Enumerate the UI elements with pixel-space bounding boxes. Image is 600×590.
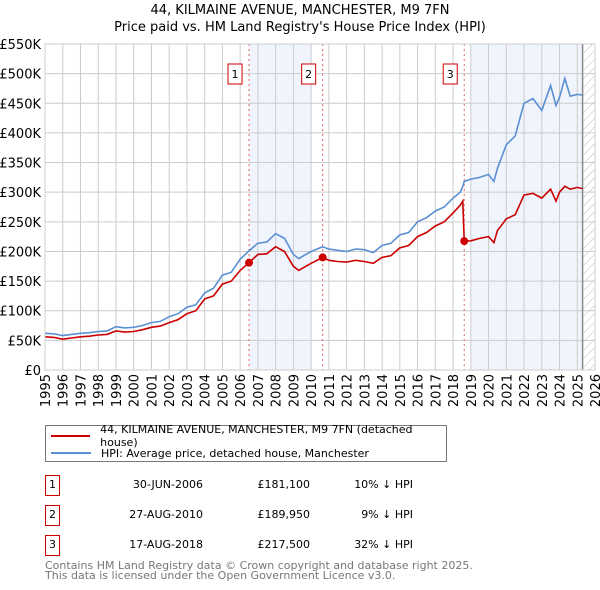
forecast-hatch [582, 44, 595, 370]
sale-label-box [442, 63, 458, 85]
x-tick-label: 1995 [39, 374, 54, 407]
y-tick-label: £550K [0, 38, 41, 53]
x-tick-label: 1996 [57, 374, 72, 407]
x-tick-label: 2011 [323, 374, 338, 407]
x-tick-label: 2008 [270, 374, 285, 407]
y-tick-label: £150K [0, 275, 41, 290]
y-tick-label: £500K [0, 68, 41, 83]
x-tick-label: 1999 [110, 374, 125, 407]
x-tick-label: 2002 [163, 374, 178, 407]
x-tick-label: 2023 [536, 374, 551, 407]
blue-line-swatch [51, 452, 91, 454]
y-tick-label: £450K [0, 97, 41, 112]
chart-subtitle: Price paid vs. HM Land Registry's House … [114, 20, 486, 35]
transaction-row: 1 30-JUN-2006 £181,100 10% ↓ HPI [45, 475, 465, 496]
plot-border [44, 43, 596, 371]
property-series-line [44, 185, 583, 341]
transaction-hpi-diff: 9% ↓ HPI [361, 508, 413, 521]
x-tick-label: 2009 [287, 374, 302, 407]
sale-point [318, 253, 327, 262]
x-tick-label: 2019 [465, 374, 480, 407]
licence-notice: This data is licensed under the Open Gov… [45, 569, 396, 582]
red-line-swatch [51, 435, 91, 437]
x-tick-label: 2021 [500, 374, 515, 407]
transaction-date: 30-JUN-2006 [132, 478, 203, 491]
legend-label: HPI: Average price, detached house, Manc… [101, 446, 369, 460]
x-tick-label: 2006 [234, 374, 249, 407]
y-tick-label: £100K [0, 305, 41, 320]
legend-label: 44, KILMAINE AVENUE, MANCHESTER, M9 7FN … [100, 423, 413, 449]
x-tick-label: 2018 [447, 374, 462, 407]
transaction-hpi-diff: 32% ↓ HPI [354, 538, 413, 551]
x-tick-label: 2025 [571, 374, 586, 407]
x-tick-label: 2017 [429, 374, 444, 407]
x-tick-label: 2000 [128, 374, 143, 407]
transaction-number: 3 [45, 535, 60, 556]
x-tick-label: 2001 [145, 374, 160, 407]
sale-point [245, 258, 254, 267]
y-tick-label: £0 [24, 364, 41, 379]
hpi-series-line [44, 75, 583, 337]
transaction-price: £189,950 [257, 508, 311, 521]
x-tick-label: 2005 [216, 374, 231, 407]
transaction-hpi-diff: 10% ↓ HPI [354, 478, 413, 491]
chart-title: 44, KILMAINE AVENUE, MANCHESTER, M9 7FN [150, 3, 450, 18]
transaction-row: 3 17-AUG-2018 £217,500 32% ↓ HPI [45, 535, 465, 556]
shaded-period [470, 44, 583, 370]
sale-label-box [301, 63, 317, 85]
x-tick-label: 2022 [518, 374, 533, 407]
x-tick-label: 2012 [341, 374, 356, 407]
transaction-number: 2 [45, 505, 60, 526]
sale-label: 2 [305, 68, 312, 81]
transaction-number: 1 [45, 475, 60, 496]
legend-item-property: 44, KILMAINE AVENUE, MANCHESTER, M9 7FN … [46, 423, 446, 449]
sale-label: 3 [447, 68, 454, 81]
copyright-notice: Contains HM Land Registry data © Crown c… [45, 559, 473, 572]
sale-label-box [227, 63, 243, 85]
x-tick-label: 2024 [554, 374, 569, 407]
transaction-date: 17-AUG-2018 [129, 538, 203, 551]
y-tick-label: £350K [0, 157, 41, 172]
y-tick-label: £400K [0, 127, 41, 142]
price-chart: £0 £50K £100K £150K £200K £250K £300K £350K £400… [0, 38, 600, 407]
x-tick-label: 2003 [181, 374, 196, 407]
transaction-row: 2 27-AUG-2010 £189,950 9% ↓ HPI [45, 505, 465, 526]
sale-label: 1 [232, 68, 239, 81]
transaction-date: 27-AUG-2010 [129, 508, 203, 521]
x-tick-label: 2014 [376, 374, 391, 407]
x-tick-label: 2010 [305, 374, 320, 407]
sale-point [460, 237, 469, 246]
x-tick-label: 2004 [199, 374, 214, 407]
x-tick-label: 1997 [74, 374, 89, 407]
x-tick-label: 2013 [358, 374, 373, 407]
y-tick-label: £200K [0, 245, 41, 260]
y-tick-label: £50K [8, 334, 42, 349]
x-tick-label: 2020 [483, 374, 498, 407]
legend-item-hpi: HPI: Average price, detached house, Manc… [46, 445, 369, 461]
x-tick-label: 2007 [252, 374, 267, 407]
x-tick-label: 2016 [412, 374, 427, 407]
x-tick-label: 2026 [589, 374, 600, 407]
x-tick-label: 1998 [92, 374, 107, 407]
transaction-price: £181,100 [257, 478, 311, 491]
shaded-period [249, 44, 312, 370]
x-tick-label: 2015 [394, 374, 409, 407]
legend: 44, KILMAINE AVENUE, MANCHESTER, M9 7FN … [45, 423, 447, 462]
y-tick-label: £250K [0, 216, 41, 231]
y-tick-label: £300K [0, 186, 41, 201]
transaction-price: £217,500 [257, 538, 311, 551]
